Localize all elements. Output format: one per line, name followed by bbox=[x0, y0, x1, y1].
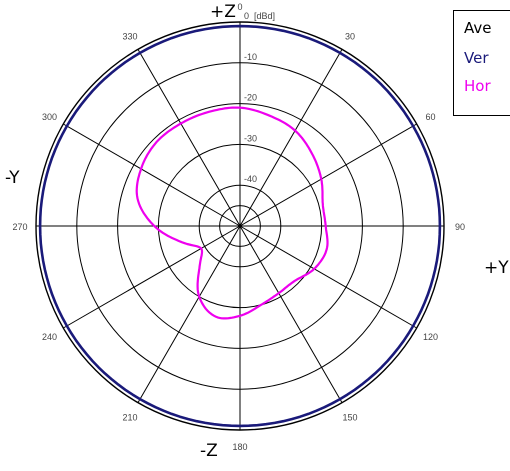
spoke-210 bbox=[137, 225, 241, 403]
direction-label-top: +Z bbox=[210, 2, 236, 22]
series-line-vertical bbox=[38, 24, 442, 428]
polar-grid bbox=[35, 21, 445, 431]
series-line-horizontal bbox=[135, 106, 329, 320]
spoke-240 bbox=[63, 225, 241, 329]
angle-tick-60: 60 bbox=[426, 112, 436, 122]
spoke-30 bbox=[239, 49, 343, 227]
spoke-120 bbox=[239, 225, 417, 329]
legend: Ave Ver Hor bbox=[453, 10, 510, 116]
angle-tick-240: 240 bbox=[42, 332, 57, 342]
angle-tick-30: 30 bbox=[345, 31, 355, 41]
radial-tick-1: -10 bbox=[244, 52, 257, 62]
radial-tick-0: 0 bbox=[244, 11, 249, 21]
direction-label-bottom: -Z bbox=[200, 441, 218, 461]
legend-entry-vertical: Ver bbox=[464, 49, 489, 67]
tick-labels: 0 30 60 90 120 150 180 210 240 270 300 330 0 -10 -20 -3… bbox=[12, 2, 465, 452]
direction-label-left: -Y bbox=[5, 168, 20, 188]
legend-entry-average: Ave bbox=[464, 19, 492, 37]
spoke-300 bbox=[63, 123, 241, 227]
angle-tick-300: 300 bbox=[42, 112, 57, 122]
angle-tick-0: 0 bbox=[237, 2, 242, 12]
angle-tick-330: 330 bbox=[122, 31, 137, 41]
angle-tick-180: 180 bbox=[232, 442, 247, 452]
angle-tick-150: 150 bbox=[342, 413, 357, 423]
radial-tick-3: -30 bbox=[244, 133, 257, 143]
radial-tick-2: -20 bbox=[244, 93, 257, 103]
angle-tick-90: 90 bbox=[455, 222, 465, 232]
legend-entry-horizontal: Hor bbox=[464, 77, 491, 95]
direction-label-right: +Y bbox=[484, 258, 509, 278]
spoke-150 bbox=[239, 225, 343, 403]
series-layer bbox=[38, 24, 442, 428]
radial-tick-4: -40 bbox=[244, 174, 257, 184]
angle-tick-270: 270 bbox=[12, 222, 27, 232]
unit-label: [dBd] bbox=[254, 11, 275, 21]
spoke-60 bbox=[239, 123, 417, 227]
angle-tick-120: 120 bbox=[423, 332, 438, 342]
spoke-330 bbox=[137, 49, 241, 227]
angle-tick-210: 210 bbox=[122, 413, 137, 423]
